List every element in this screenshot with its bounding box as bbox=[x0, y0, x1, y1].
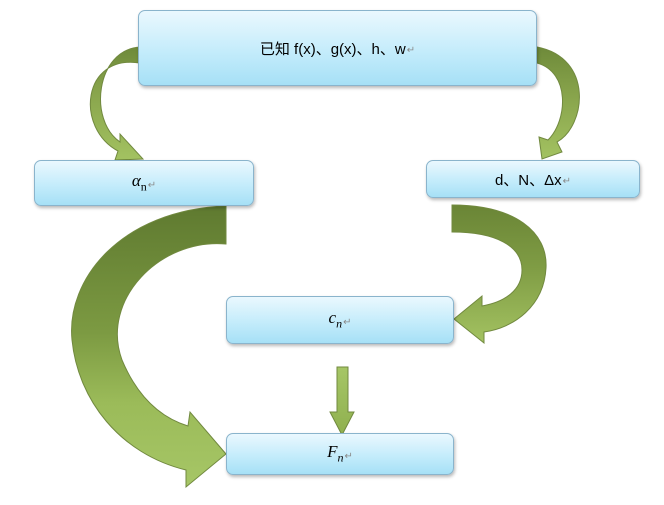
arrow-given-to-alpha bbox=[89, 46, 145, 161]
F-symbol: F bbox=[327, 442, 338, 462]
c-n-box: cn ↵ bbox=[226, 296, 454, 344]
parameters-label: d、N、Δx bbox=[494, 171, 562, 189]
parameters-box: d、N、Δx ↵ bbox=[426, 160, 640, 198]
c-subscript: n bbox=[336, 316, 343, 331]
arrow-c-to-F bbox=[329, 366, 355, 437]
paragraph-mark-icon: ↵ bbox=[147, 179, 157, 191]
arrow-alpha-to-F bbox=[71, 205, 227, 489]
F-n-box: Fn ↵ bbox=[226, 433, 454, 475]
alpha-n-label: αn bbox=[132, 171, 147, 194]
paragraph-mark-icon: ↵ bbox=[562, 175, 572, 187]
F-n-label: Fn bbox=[327, 442, 343, 465]
c-symbol: c bbox=[328, 308, 337, 328]
given-functions-box: 已知 f(x)、g(x)、h、w ↵ bbox=[138, 10, 537, 86]
c-n-label: cn bbox=[329, 308, 343, 331]
alpha-n-box: αn ↵ bbox=[34, 160, 254, 206]
paragraph-mark-icon: ↵ bbox=[344, 450, 353, 462]
F-subscript: n bbox=[337, 450, 344, 465]
alpha-symbol: α bbox=[131, 171, 141, 191]
arrow-given-to-params bbox=[536, 46, 580, 160]
paragraph-mark-icon: ↵ bbox=[343, 316, 352, 328]
arrow-params-to-c bbox=[451, 204, 547, 345]
alpha-subscript: n bbox=[140, 179, 147, 194]
paragraph-mark-icon: ↵ bbox=[406, 44, 416, 56]
given-functions-label: 已知 f(x)、g(x)、h、w bbox=[259, 40, 406, 58]
